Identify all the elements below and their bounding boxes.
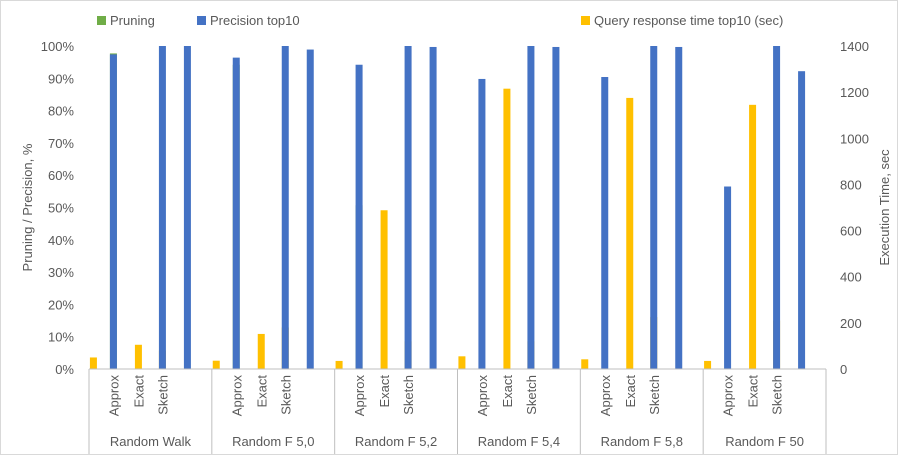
- y2-tick-label: 800: [840, 177, 862, 192]
- bar-query-response-time-top10-sec: [89, 357, 97, 369]
- x-category-label: Sketch: [278, 375, 293, 415]
- bar-precision-top10: [650, 46, 658, 369]
- bar-precision-top10: [552, 46, 560, 370]
- y2-tick-label: 600: [840, 224, 862, 239]
- bar-query-response-time-top10-sec: [581, 359, 589, 369]
- bar-precision-top10: [232, 57, 240, 370]
- bar-precision-top10: [478, 78, 486, 370]
- y-tick-label: 40%: [48, 233, 74, 248]
- bar-query-response-time-top10-sec: [134, 344, 142, 369]
- x-category-label: Sketch: [524, 375, 539, 415]
- bar-precision-top10: [404, 46, 412, 369]
- bar-query-response-time-top10-sec: [704, 360, 712, 369]
- y2-tick-label: 1400: [840, 39, 869, 54]
- x-category-label: Approx: [721, 375, 736, 417]
- bar-precision-top10: [798, 71, 806, 369]
- bar-query-response-time-top10-sec: [212, 360, 220, 369]
- y2-tick-label: 1200: [840, 85, 869, 100]
- x-group-label: Random Walk: [110, 434, 192, 449]
- x-category-label: Exact: [500, 375, 515, 408]
- y2-tick-label: 1000: [840, 131, 869, 146]
- y2-tick-label: 400: [840, 270, 862, 285]
- x-category-label: Approx: [598, 375, 613, 417]
- x-group-label: Random F 5,8: [601, 434, 683, 449]
- bar-query-response-time-top10-sec: [749, 104, 757, 369]
- bar-query-response-time-top10-sec: [380, 210, 388, 369]
- bar-precision-top10: [281, 46, 289, 369]
- bar-precision-top10: [429, 46, 437, 370]
- x-category-label: Approx: [352, 375, 367, 417]
- bar-query-response-time-top10-sec: [257, 333, 265, 369]
- y-tick-label: 20%: [48, 297, 74, 312]
- y-tick-label: 100%: [41, 39, 75, 54]
- legend-label: Query response time top10 (sec): [594, 13, 783, 28]
- x-category-label: Exact: [254, 375, 269, 408]
- legend-swatch: [97, 16, 106, 25]
- legend-swatch: [581, 16, 590, 25]
- bar-precision-top10: [183, 46, 191, 369]
- y-axis-title: Pruning / Precision, %: [20, 143, 35, 271]
- x-group-label: Random F 5,2: [355, 434, 437, 449]
- x-group-label: Random F 50: [725, 434, 804, 449]
- bar-query-response-time-top10-sec: [458, 356, 466, 369]
- bar-precision-top10: [355, 64, 363, 369]
- x-category-label: Approx: [106, 375, 121, 417]
- bar-precision-top10: [675, 46, 683, 370]
- y-tick-label: 90%: [48, 71, 74, 86]
- bar-precision-top10: [724, 186, 732, 369]
- x-category-label: Sketch: [155, 375, 170, 415]
- y-tick-label: 0%: [55, 362, 74, 377]
- bar-precision-top10: [158, 46, 166, 369]
- y2-tick-label: 0: [840, 362, 847, 377]
- bar-precision-top10: [773, 46, 781, 369]
- bar-precision-top10: [306, 49, 314, 369]
- legend-swatch: [197, 16, 206, 25]
- bar-precision-top10: [109, 54, 117, 369]
- x-category-label: Sketch: [401, 375, 416, 415]
- y-tick-label: 80%: [48, 104, 74, 119]
- y-tick-label: 50%: [48, 201, 74, 216]
- x-category-label: Approx: [475, 375, 490, 417]
- y-tick-label: 70%: [48, 136, 74, 151]
- bar-query-response-time-top10-sec: [335, 360, 343, 369]
- y2-tick-label: 200: [840, 316, 862, 331]
- bar-precision-top10: [527, 46, 535, 369]
- legend-label: Precision top10: [210, 13, 300, 28]
- x-group-label: Random F 5,4: [478, 434, 560, 449]
- bar-precision-top10: [601, 77, 609, 370]
- x-category-label: Approx: [229, 375, 244, 417]
- y2-axis-title: Execution Time, sec: [877, 149, 892, 266]
- bar-query-response-time-top10-sec: [626, 97, 634, 370]
- legend-label: Pruning: [110, 13, 155, 28]
- x-group-label: Random F 5,0: [232, 434, 314, 449]
- y-tick-label: 10%: [48, 330, 74, 345]
- y-tick-label: 60%: [48, 168, 74, 183]
- x-category-label: Exact: [623, 375, 638, 408]
- y-tick-label: 30%: [48, 265, 74, 280]
- bar-query-response-time-top10-sec: [503, 88, 511, 370]
- x-category-label: Exact: [131, 375, 146, 408]
- x-category-label: Sketch: [647, 375, 662, 415]
- x-category-label: Exact: [377, 375, 392, 408]
- x-category-label: Exact: [746, 375, 761, 408]
- x-category-label: Sketch: [770, 375, 785, 415]
